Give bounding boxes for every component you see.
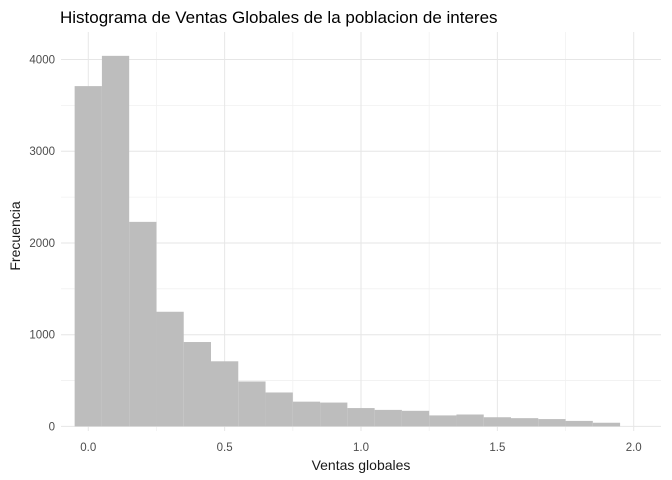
- histogram-bar: [401, 410, 430, 427]
- x-axis-ticks: 0.0 0.5 1.0 1.5 2.0: [80, 442, 641, 454]
- x-tick-label: 1.0: [353, 442, 369, 454]
- histogram-bar: [183, 342, 211, 427]
- y-axis-ticks: 0 1000 2000 3000 4000: [29, 55, 55, 434]
- histogram-bar: [211, 361, 239, 427]
- histogram-bar: [101, 55, 130, 427]
- histogram-bar: [538, 419, 566, 427]
- histogram-bar: [156, 311, 184, 427]
- histogram-bar: [511, 418, 539, 427]
- histogram-bar: [565, 420, 593, 427]
- y-tick-label: 0: [49, 421, 55, 433]
- histogram-bar: [347, 408, 375, 427]
- chart-title: Histograma de Ventas Globales de la pobl…: [60, 8, 498, 27]
- histogram-bar: [74, 86, 102, 427]
- histogram-bar: [320, 402, 348, 427]
- histogram-bar: [429, 415, 457, 427]
- y-axis-title: Frecuencia: [7, 201, 23, 270]
- y-tick-label: 1000: [29, 330, 55, 342]
- histogram-bar: [265, 392, 293, 427]
- y-tick-label: 4000: [29, 55, 55, 67]
- histogram-bar: [483, 417, 511, 427]
- x-axis-title: Ventas globales: [312, 457, 411, 473]
- histogram-bar: [129, 221, 157, 427]
- histogram-bars: [74, 55, 621, 427]
- y-tick-label: 3000: [29, 146, 55, 158]
- x-tick-label: 0.0: [80, 442, 96, 454]
- histogram-bar: [238, 381, 266, 427]
- histogram-bar: [592, 422, 621, 427]
- histogram-bar: [292, 401, 321, 427]
- y-tick-label: 2000: [29, 238, 55, 250]
- histogram-bar: [374, 409, 402, 427]
- x-tick-label: 2.0: [626, 442, 642, 454]
- x-tick-label: 0.5: [217, 442, 233, 454]
- x-tick-label: 1.5: [489, 442, 505, 454]
- histogram-bar: [456, 414, 484, 427]
